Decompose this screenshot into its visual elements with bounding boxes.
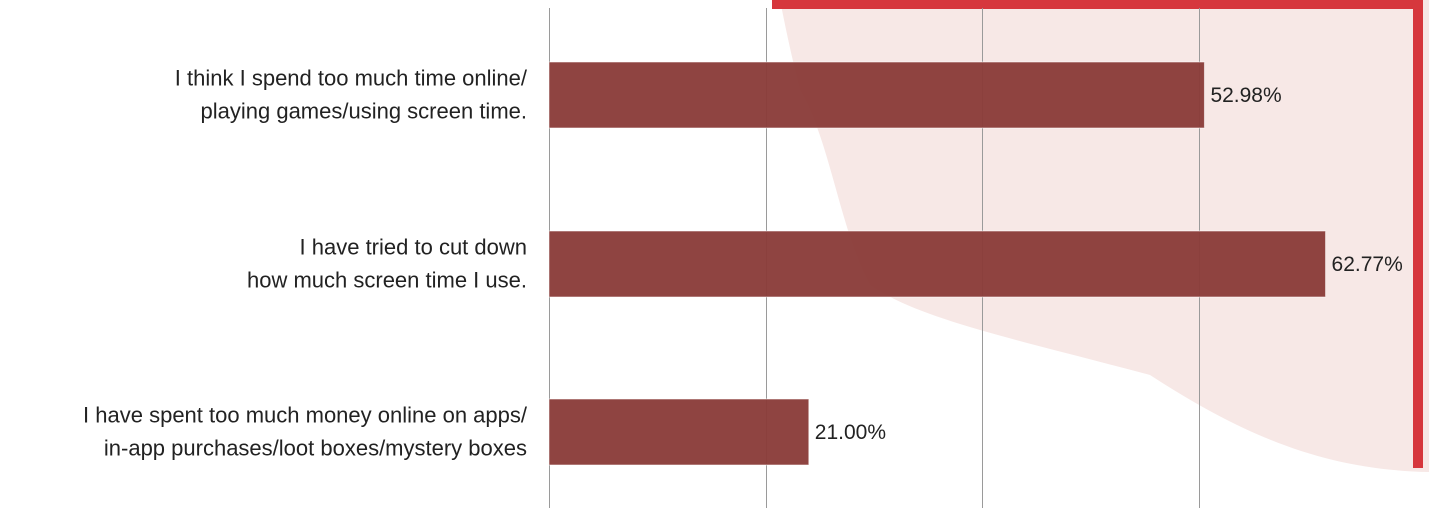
data-label: 62.77%	[1332, 253, 1403, 276]
data-label: 21.00%	[815, 421, 886, 444]
category-label: I think I spend too much time online/pla…	[175, 66, 528, 124]
category-labels: I think I spend too much time online/pla…	[83, 66, 528, 461]
category-label-line: I have spent too much money online on ap…	[83, 403, 528, 428]
accent-bar-right	[1413, 0, 1423, 468]
category-label-line: playing games/using screen time.	[201, 99, 528, 124]
category-label-line: I think I spend too much time online/	[175, 66, 528, 91]
category-label-line: how much screen time I use.	[247, 268, 527, 293]
bar	[548, 61, 1205, 129]
bar	[548, 398, 810, 466]
data-label: 52.98%	[1210, 84, 1281, 107]
bars	[548, 61, 1327, 466]
value-labels: 52.98% 62.77% 21.00%	[815, 84, 1403, 444]
category-label-line: I have tried to cut down	[300, 235, 527, 260]
accent-bar-top	[772, 0, 1423, 9]
category-label-line: in-app purchases/loot boxes/mystery boxe…	[104, 436, 527, 461]
category-label: I have spent too much money online on ap…	[83, 403, 528, 461]
category-label: I have tried to cut down how much screen …	[247, 235, 527, 293]
bar	[548, 230, 1327, 298]
